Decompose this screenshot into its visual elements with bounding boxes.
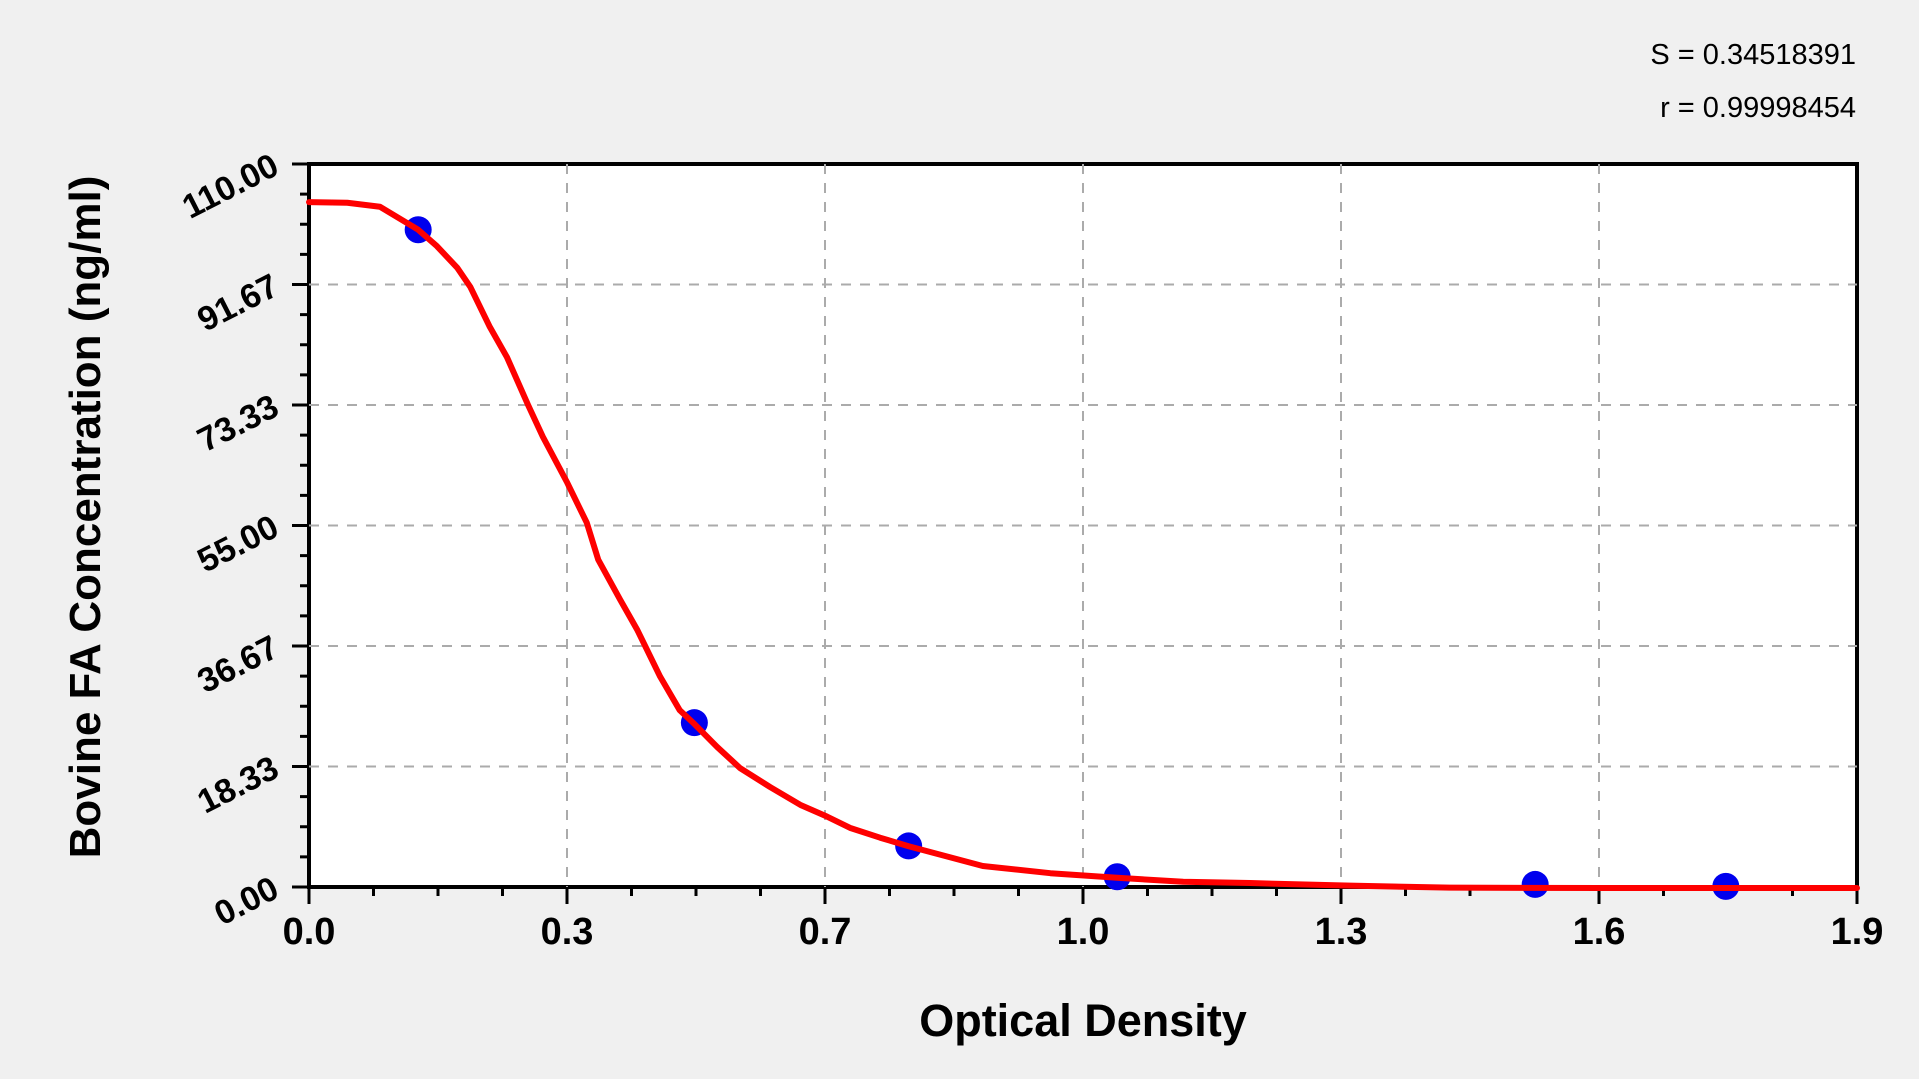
stat-r-value: r = 0.99998454 bbox=[1660, 92, 1856, 124]
x-tick-label-5: 1.6 bbox=[1573, 911, 1626, 953]
stat-s-value: S = 0.34518391 bbox=[1650, 39, 1856, 71]
axis-ticks bbox=[292, 162, 1859, 904]
x-tick-label-2: 0.7 bbox=[799, 911, 852, 953]
y-axis-title: Bovine FA Concentration (ng/ml) bbox=[61, 176, 110, 859]
data-point bbox=[1521, 870, 1549, 898]
y-tick-label-2: 73.33 bbox=[192, 387, 285, 459]
x-tick-label-3: 1.0 bbox=[1057, 911, 1110, 953]
y-tick-label-3: 55.00 bbox=[192, 508, 285, 580]
y-tick-label-6: 0.00 bbox=[208, 869, 284, 933]
y-tick-label-5: 18.33 bbox=[192, 749, 285, 821]
x-axis-title: Optical Density bbox=[919, 995, 1247, 1046]
y-tick-labels: 110.00 91.67 73.33 55.00 36.67 18.33 0.0… bbox=[176, 146, 284, 933]
fit-curve bbox=[306, 199, 1860, 891]
y-tick-label-1: 91.67 bbox=[192, 267, 285, 339]
x-tick-label-1: 0.3 bbox=[541, 911, 594, 953]
x-tick-label-6: 1.9 bbox=[1831, 911, 1884, 953]
x-tick-labels: 0.0 0.3 0.7 1.0 1.3 1.6 1.9 bbox=[283, 911, 1884, 953]
y-tick-label-0: 110.00 bbox=[176, 146, 284, 226]
x-tick-label-0: 0.0 bbox=[283, 911, 336, 953]
x-tick-label-4: 1.3 bbox=[1315, 911, 1368, 953]
y-tick-label-4: 36.67 bbox=[192, 628, 285, 700]
gridlines bbox=[309, 164, 1857, 887]
